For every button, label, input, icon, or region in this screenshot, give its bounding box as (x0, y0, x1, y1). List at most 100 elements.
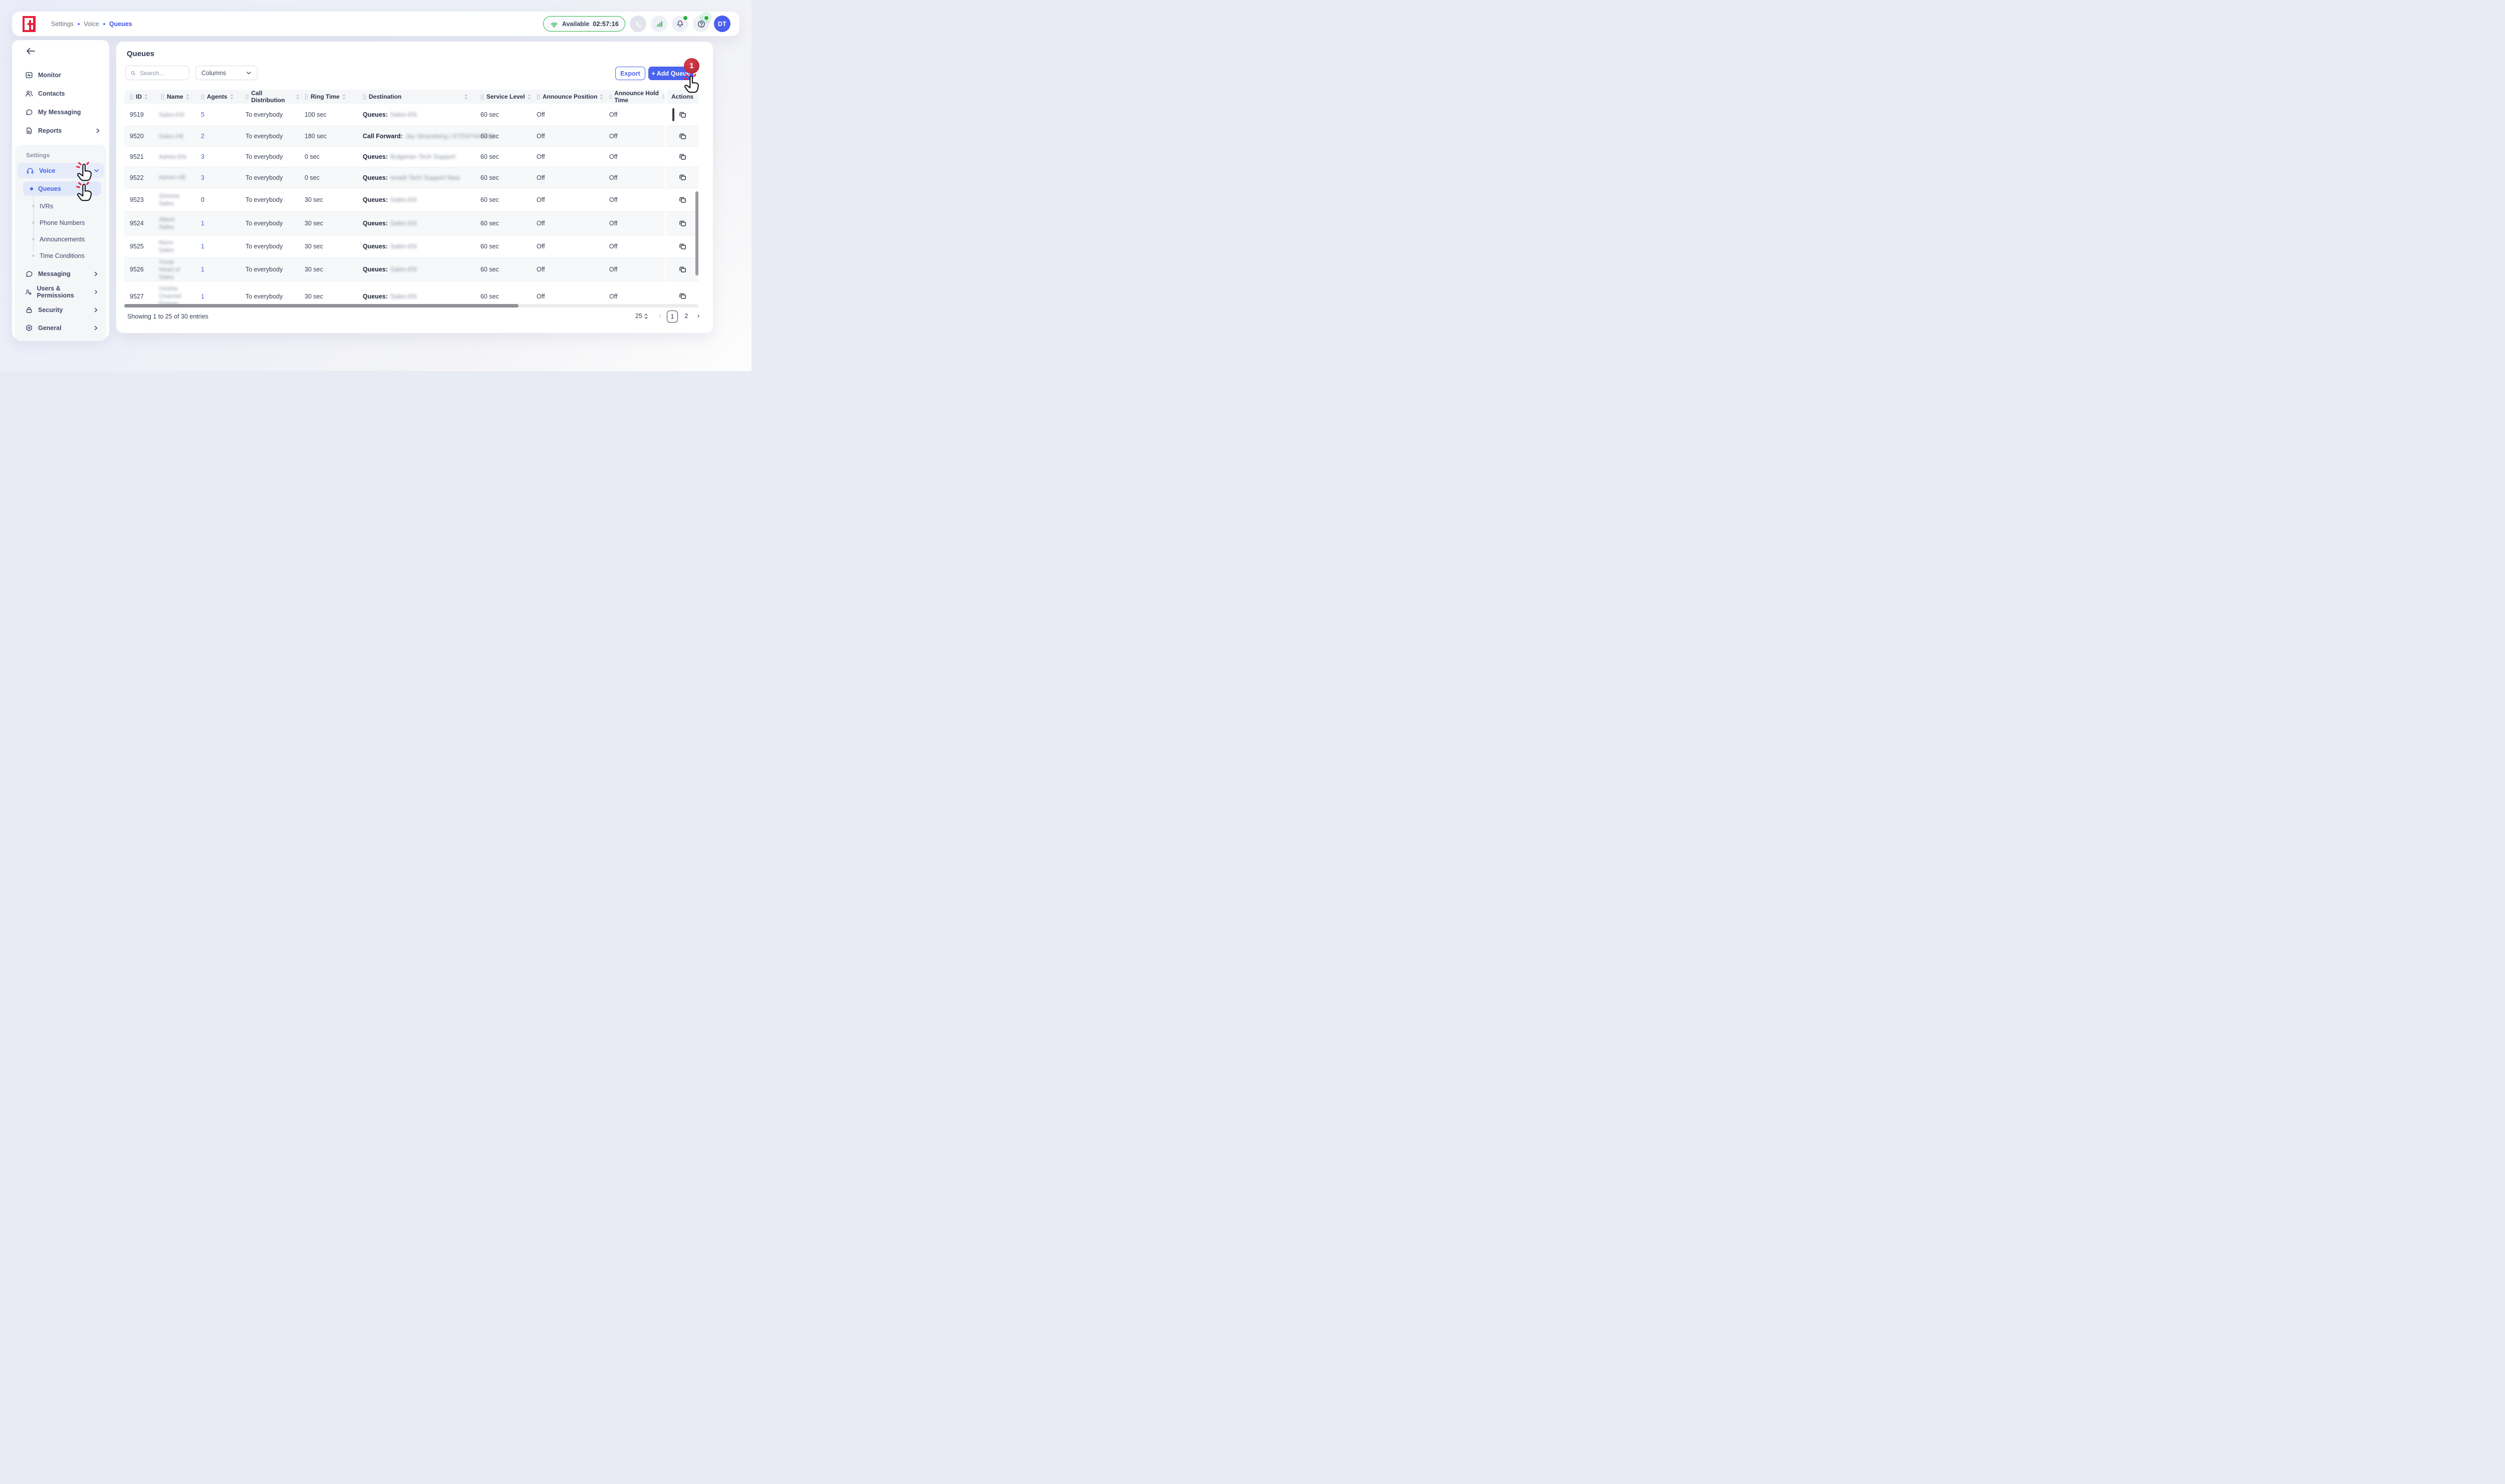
call-quality-button[interactable] (651, 16, 667, 32)
duplicate-queue-button[interactable] (677, 151, 688, 162)
chevron-right-icon (94, 326, 98, 331)
sidebar-item-time-conditions[interactable]: Time Conditions (17, 247, 104, 264)
agents-count-link[interactable]: 2 (201, 133, 204, 140)
agents-count-link[interactable]: 3 (201, 153, 204, 160)
availability-status-pill[interactable]: Available 02:57:16 (543, 16, 625, 32)
table-row[interactable]: 9524 Albert Sales 1 To everybody 30 sec Queue… (124, 212, 665, 235)
sidebar-item-contacts[interactable]: Contacts (15, 84, 106, 103)
avatar[interactable]: DT (714, 16, 730, 32)
destination-type-label: Queues: (363, 196, 388, 203)
duplicate-queue-button[interactable] (677, 172, 688, 183)
brand-logo-icon[interactable] (23, 16, 38, 32)
sidebar-item-general[interactable]: General (17, 319, 104, 337)
sort-icon[interactable] (342, 94, 346, 100)
sort-icon[interactable] (229, 94, 233, 100)
pagination-next[interactable]: › (697, 312, 700, 320)
table-row[interactable]: 9526 Yuval Head of Sales 1 To everybody 30 s… (124, 258, 665, 281)
sort-icon[interactable] (662, 94, 665, 100)
copy-icon (679, 243, 686, 249)
duplicate-queue-button[interactable] (677, 264, 688, 275)
column-header-call-distribution[interactable]: Call Distribution (240, 90, 299, 104)
column-header-announce-position[interactable]: Announce Position (531, 90, 604, 104)
column-header-agents[interactable]: Agents (195, 90, 240, 104)
sort-icon[interactable] (527, 94, 531, 100)
drag-handle-icon[interactable] (363, 94, 366, 100)
ring-time-cell: 30 sec (305, 196, 323, 203)
agents-count-link[interactable]: 3 (201, 174, 204, 181)
breadcrumb-settings[interactable]: Settings (51, 20, 74, 28)
sidebar-item-my-messaging[interactable]: My Messaging (15, 103, 106, 121)
sidebar-item-security[interactable]: Security (17, 301, 104, 319)
sort-icon[interactable] (464, 94, 468, 100)
sort-icon[interactable] (185, 94, 189, 100)
sidebar-item-queues[interactable]: Queues (23, 181, 101, 196)
duplicate-queue-button[interactable] (677, 194, 688, 205)
sidebar-item-voice[interactable]: Voice (17, 163, 104, 178)
sidebar-item-monitor[interactable]: Monitor (15, 66, 106, 84)
collapse-sidebar-icon[interactable] (25, 46, 36, 56)
search-box[interactable] (125, 66, 189, 80)
step-badge: 1 (684, 58, 699, 74)
duplicate-queue-button[interactable] (677, 131, 688, 142)
table-row[interactable]: 9520 Sales-HE 2 To everybody 180 sec Call For… (124, 126, 665, 147)
columns-dropdown[interactable]: Columns (195, 66, 258, 80)
sidebar-item-announcements[interactable]: Announcements (17, 231, 104, 247)
pagination-prev[interactable]: ‹ (658, 312, 661, 320)
sidebar-item-phone-numbers[interactable]: Phone Numbers (17, 214, 104, 231)
agents-count-link[interactable]: 1 (201, 220, 204, 227)
agents-count-link[interactable]: 1 (201, 292, 204, 300)
drag-handle-icon[interactable] (537, 94, 540, 100)
sort-icon[interactable] (600, 94, 604, 100)
columns-dropdown-label: Columns (201, 69, 226, 77)
table-row[interactable]: 9527 Unisha Channel Partner 1 To everybody 3… (124, 281, 665, 305)
table-row[interactable]: 9521 Admin-EN 3 To everybody 0 sec Queues: Bul… (124, 147, 665, 167)
pagination-page-1[interactable]: 1 (667, 311, 678, 323)
duplicate-queue-button[interactable] (677, 218, 688, 229)
column-header-name[interactable]: Name (155, 90, 195, 104)
drag-handle-icon[interactable] (480, 94, 484, 100)
page-size-select[interactable]: 25 (635, 313, 648, 320)
agents-count-link[interactable]: 1 (201, 243, 204, 250)
table-row[interactable]: 9523 Simona Sales 0 To everybody 30 sec Queue… (124, 188, 665, 212)
duplicate-queue-button[interactable] (677, 241, 688, 252)
sidebar-item-reports[interactable]: Reports (15, 121, 106, 140)
horizontal-scrollbar-thumb[interactable] (124, 304, 519, 308)
help-button[interactable] (693, 12, 712, 32)
drag-handle-icon[interactable] (201, 94, 204, 100)
breadcrumb-separator-icon (78, 23, 80, 25)
table-row[interactable]: 9525 Nuno Sales 1 To everybody 30 sec Queues:… (124, 235, 665, 258)
agents-count-link[interactable]: 1 (201, 266, 204, 273)
agents-count-link[interactable]: 5 (201, 111, 204, 118)
column-header-destination[interactable]: Destination (357, 90, 475, 104)
notifications-button[interactable] (672, 16, 688, 32)
sidebar-item-users-permissions[interactable]: Users & Permissions (17, 283, 104, 301)
sort-icon[interactable] (144, 94, 148, 100)
column-header-service-level[interactable]: Service Level (475, 90, 531, 104)
breadcrumb-voice[interactable]: Voice (84, 20, 99, 28)
sidebar-item-messaging[interactable]: Messaging (17, 265, 104, 283)
drag-handle-icon[interactable] (609, 94, 612, 100)
column-header-ring-time[interactable]: Ring Time (299, 90, 357, 104)
duplicate-queue-button[interactable] (677, 291, 688, 302)
sidebar-item-ivrs[interactable]: IVRs (17, 198, 104, 214)
vertical-scrollbar-thumb[interactable] (695, 191, 698, 275)
drag-handle-icon[interactable] (130, 94, 133, 100)
table-row[interactable]: 9522 Admin-HE 3 To everybody 0 sec Queues: Isr… (124, 167, 665, 188)
vertical-scrollbar-top[interactable] (672, 108, 674, 121)
page-size-value: 25 (635, 313, 642, 320)
column-header-announce-hold-time[interactable]: Announce Hold Time (604, 90, 665, 104)
duplicate-queue-button[interactable] (677, 109, 688, 120)
pagination-page-2[interactable]: 2 (684, 313, 688, 320)
announce-hold-time-cell: Off (609, 220, 618, 227)
phone-button[interactable] (630, 16, 646, 32)
sort-icon[interactable] (296, 94, 299, 100)
column-header-id[interactable]: ID (124, 90, 155, 104)
actions-column-body (666, 104, 698, 305)
export-button[interactable]: Export (615, 67, 645, 80)
drag-handle-icon[interactable] (245, 94, 248, 100)
drag-handle-icon[interactable] (305, 94, 308, 100)
drag-handle-icon[interactable] (161, 94, 164, 100)
search-input[interactable] (139, 69, 184, 77)
table-row[interactable]: 9519 Sales-EN 5 To everybody 100 sec Queues: S… (124, 104, 665, 126)
service-level-cell: 60 sec (480, 243, 499, 250)
